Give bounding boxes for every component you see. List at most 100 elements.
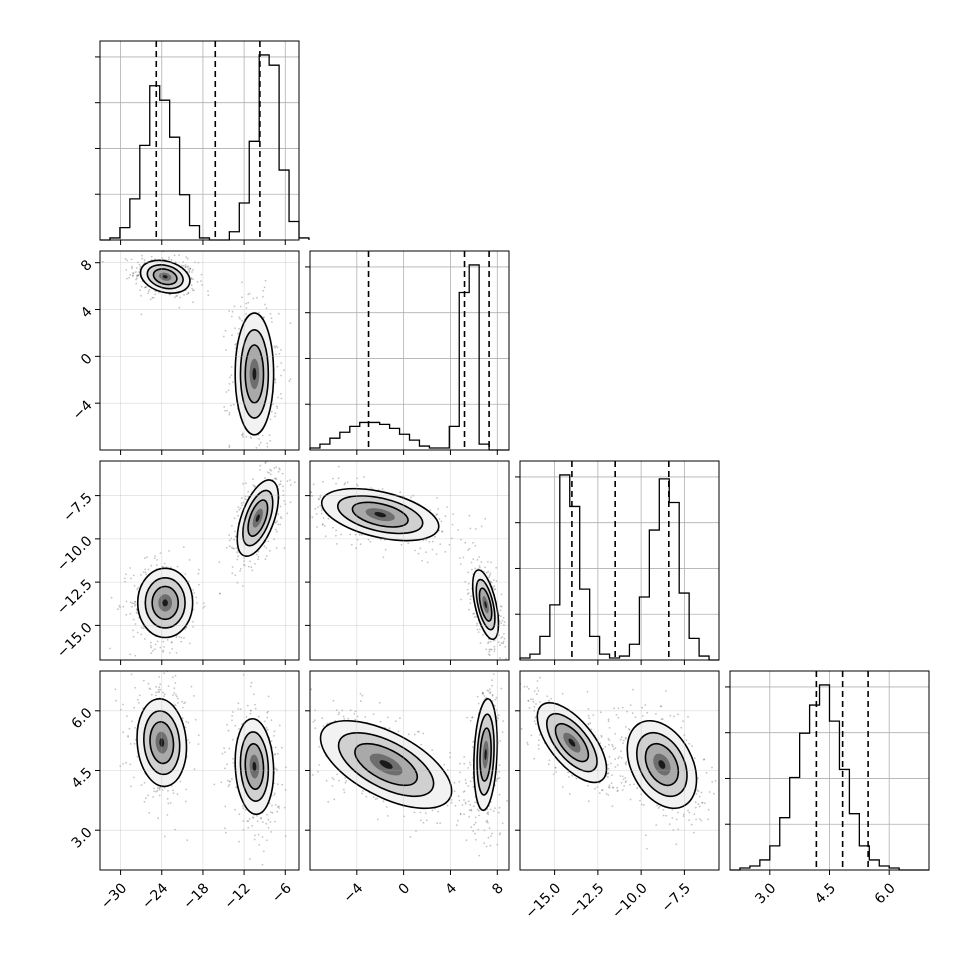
scatter-1-0-point	[245, 313, 247, 315]
scatter-3-1-point	[385, 806, 388, 808]
scatter-3-1-point	[491, 832, 493, 835]
scatter-2-0-point	[283, 500, 286, 502]
scatter-1-0-point	[228, 446, 231, 449]
scatter-2-1-point	[505, 657, 507, 660]
scatter-2-0-point	[234, 530, 236, 533]
scatter-3-1-point	[498, 770, 501, 773]
scatter-2-0-point	[145, 573, 147, 576]
scatter-2-0-point	[279, 516, 282, 518]
scatter-3-0-point	[190, 685, 193, 688]
scatter-2-0-point	[253, 485, 256, 488]
scatter-3-1-point	[464, 801, 467, 804]
scatter-1-0-point	[262, 295, 264, 298]
scatter-2-0-point	[109, 647, 111, 650]
scatter-2-1-point	[310, 491, 313, 494]
scatter-3-1-point	[290, 736, 292, 738]
scatter-3-0-point	[114, 688, 117, 691]
scatter-3-0-point	[122, 763, 124, 765]
scatter-2-1-point	[478, 565, 481, 567]
scatter-1-0-point	[137, 261, 139, 264]
scatter-2-1-point	[319, 496, 322, 499]
scatter-2-1-point	[488, 650, 491, 653]
scatter-2-0-point	[240, 502, 243, 504]
scatter-1-0-point	[232, 381, 234, 384]
scatter-3-1-point	[378, 701, 381, 704]
scatter-3-0-contour-1-2	[244, 743, 265, 791]
scatter-2-0-point	[286, 480, 289, 482]
scatter-2-1-point	[444, 551, 447, 553]
scatter-2-0-point	[134, 654, 137, 657]
scatter-1-0-point	[276, 365, 279, 368]
scatter-2-1-point	[459, 563, 462, 565]
scatter-3-1-point	[338, 779, 340, 782]
scatter-3-0-point	[163, 672, 166, 675]
scatter-3-1-point	[487, 690, 490, 692]
scatter-3-0-point	[181, 700, 183, 703]
scatter-2-0-point	[269, 468, 271, 471]
scatter-2-0-point	[289, 501, 292, 504]
scatter-3-0-point	[183, 702, 185, 705]
scatter-3-1-point	[365, 795, 368, 798]
scatter-3-1-point	[489, 844, 492, 847]
scatter-3-2-point	[587, 714, 590, 717]
scatter-1-0-point	[228, 383, 231, 385]
scatter-panel-2-0	[100, 461, 299, 660]
scatter-1-0-point	[269, 418, 272, 421]
scatter-3-1-contour-0-2	[354, 742, 419, 787]
scatter-2-1-content	[310, 465, 507, 660]
scatter-2-1-point	[414, 549, 416, 552]
scatter-2-0-point	[169, 652, 171, 654]
scatter-1-0-point	[242, 436, 244, 438]
scatter-2-0-point	[236, 551, 239, 554]
scatter-2-1-point	[489, 641, 492, 643]
scatter-3-0-point	[246, 704, 249, 707]
scatter-1-0-point	[241, 296, 243, 299]
scatter-2-1-point	[484, 566, 486, 569]
scatter-1-0-point	[182, 264, 185, 267]
scatter-2-1-point	[318, 498, 320, 501]
scatter-1-0-point	[226, 409, 228, 412]
scatter-2-0-point	[274, 477, 277, 480]
scatter-1-0-point	[252, 297, 255, 300]
scatter-2-0-point	[144, 571, 147, 574]
scatter-3-2-point	[605, 792, 608, 795]
scatter-3-1-point	[458, 780, 461, 783]
scatter-2-0-point	[265, 461, 267, 464]
scatter-3-0-point	[155, 685, 158, 688]
scatter-2-0-point	[134, 623, 137, 625]
scatter-3-2-point	[608, 756, 611, 758]
scatter-3-1-point	[491, 693, 494, 696]
scatter-2-0-point	[239, 568, 242, 570]
scatter-1-0-point	[135, 282, 138, 285]
scatter-3-1-point	[353, 713, 356, 715]
scatter-3-1-point	[259, 708, 261, 710]
scatter-2-1-point	[363, 476, 365, 478]
scatter-2-0-point	[282, 494, 285, 497]
scatter-3-1-point	[472, 830, 474, 832]
scatter-2-0-point	[188, 642, 191, 645]
scatter-1-0-point	[150, 255, 153, 258]
scatter-3-1-point	[483, 695, 486, 697]
scatter-3-1-point	[463, 756, 466, 758]
scatter-1-0-point	[141, 257, 144, 260]
scatter-3-0-point	[172, 694, 174, 696]
scatter-3-2-point	[528, 688, 530, 690]
scatter-3-2-point	[608, 786, 611, 789]
scatter-3-1-point	[362, 790, 364, 792]
scatter-3-0-point	[182, 706, 184, 709]
scatter-2-1-point	[441, 530, 444, 533]
scatter-2-0-point	[219, 592, 221, 595]
scatter-1-0-point	[258, 438, 260, 440]
scatter-3-0-point	[224, 805, 227, 808]
scatter-3-1-point	[459, 813, 462, 816]
scatter-1-0-point	[184, 265, 187, 268]
scatter-2-1-point	[340, 533, 342, 536]
scatter-3-1-point	[494, 698, 497, 701]
scatter-2-1-point	[370, 487, 372, 489]
scatter-1-0-point	[136, 274, 139, 277]
scatter-3-0-point	[133, 706, 135, 709]
scatter-1-0-point	[263, 316, 265, 319]
scatter-2-1-point	[467, 582, 470, 585]
scatter-2-1-point	[492, 639, 495, 642]
scatter-2-0-point	[135, 611, 138, 614]
